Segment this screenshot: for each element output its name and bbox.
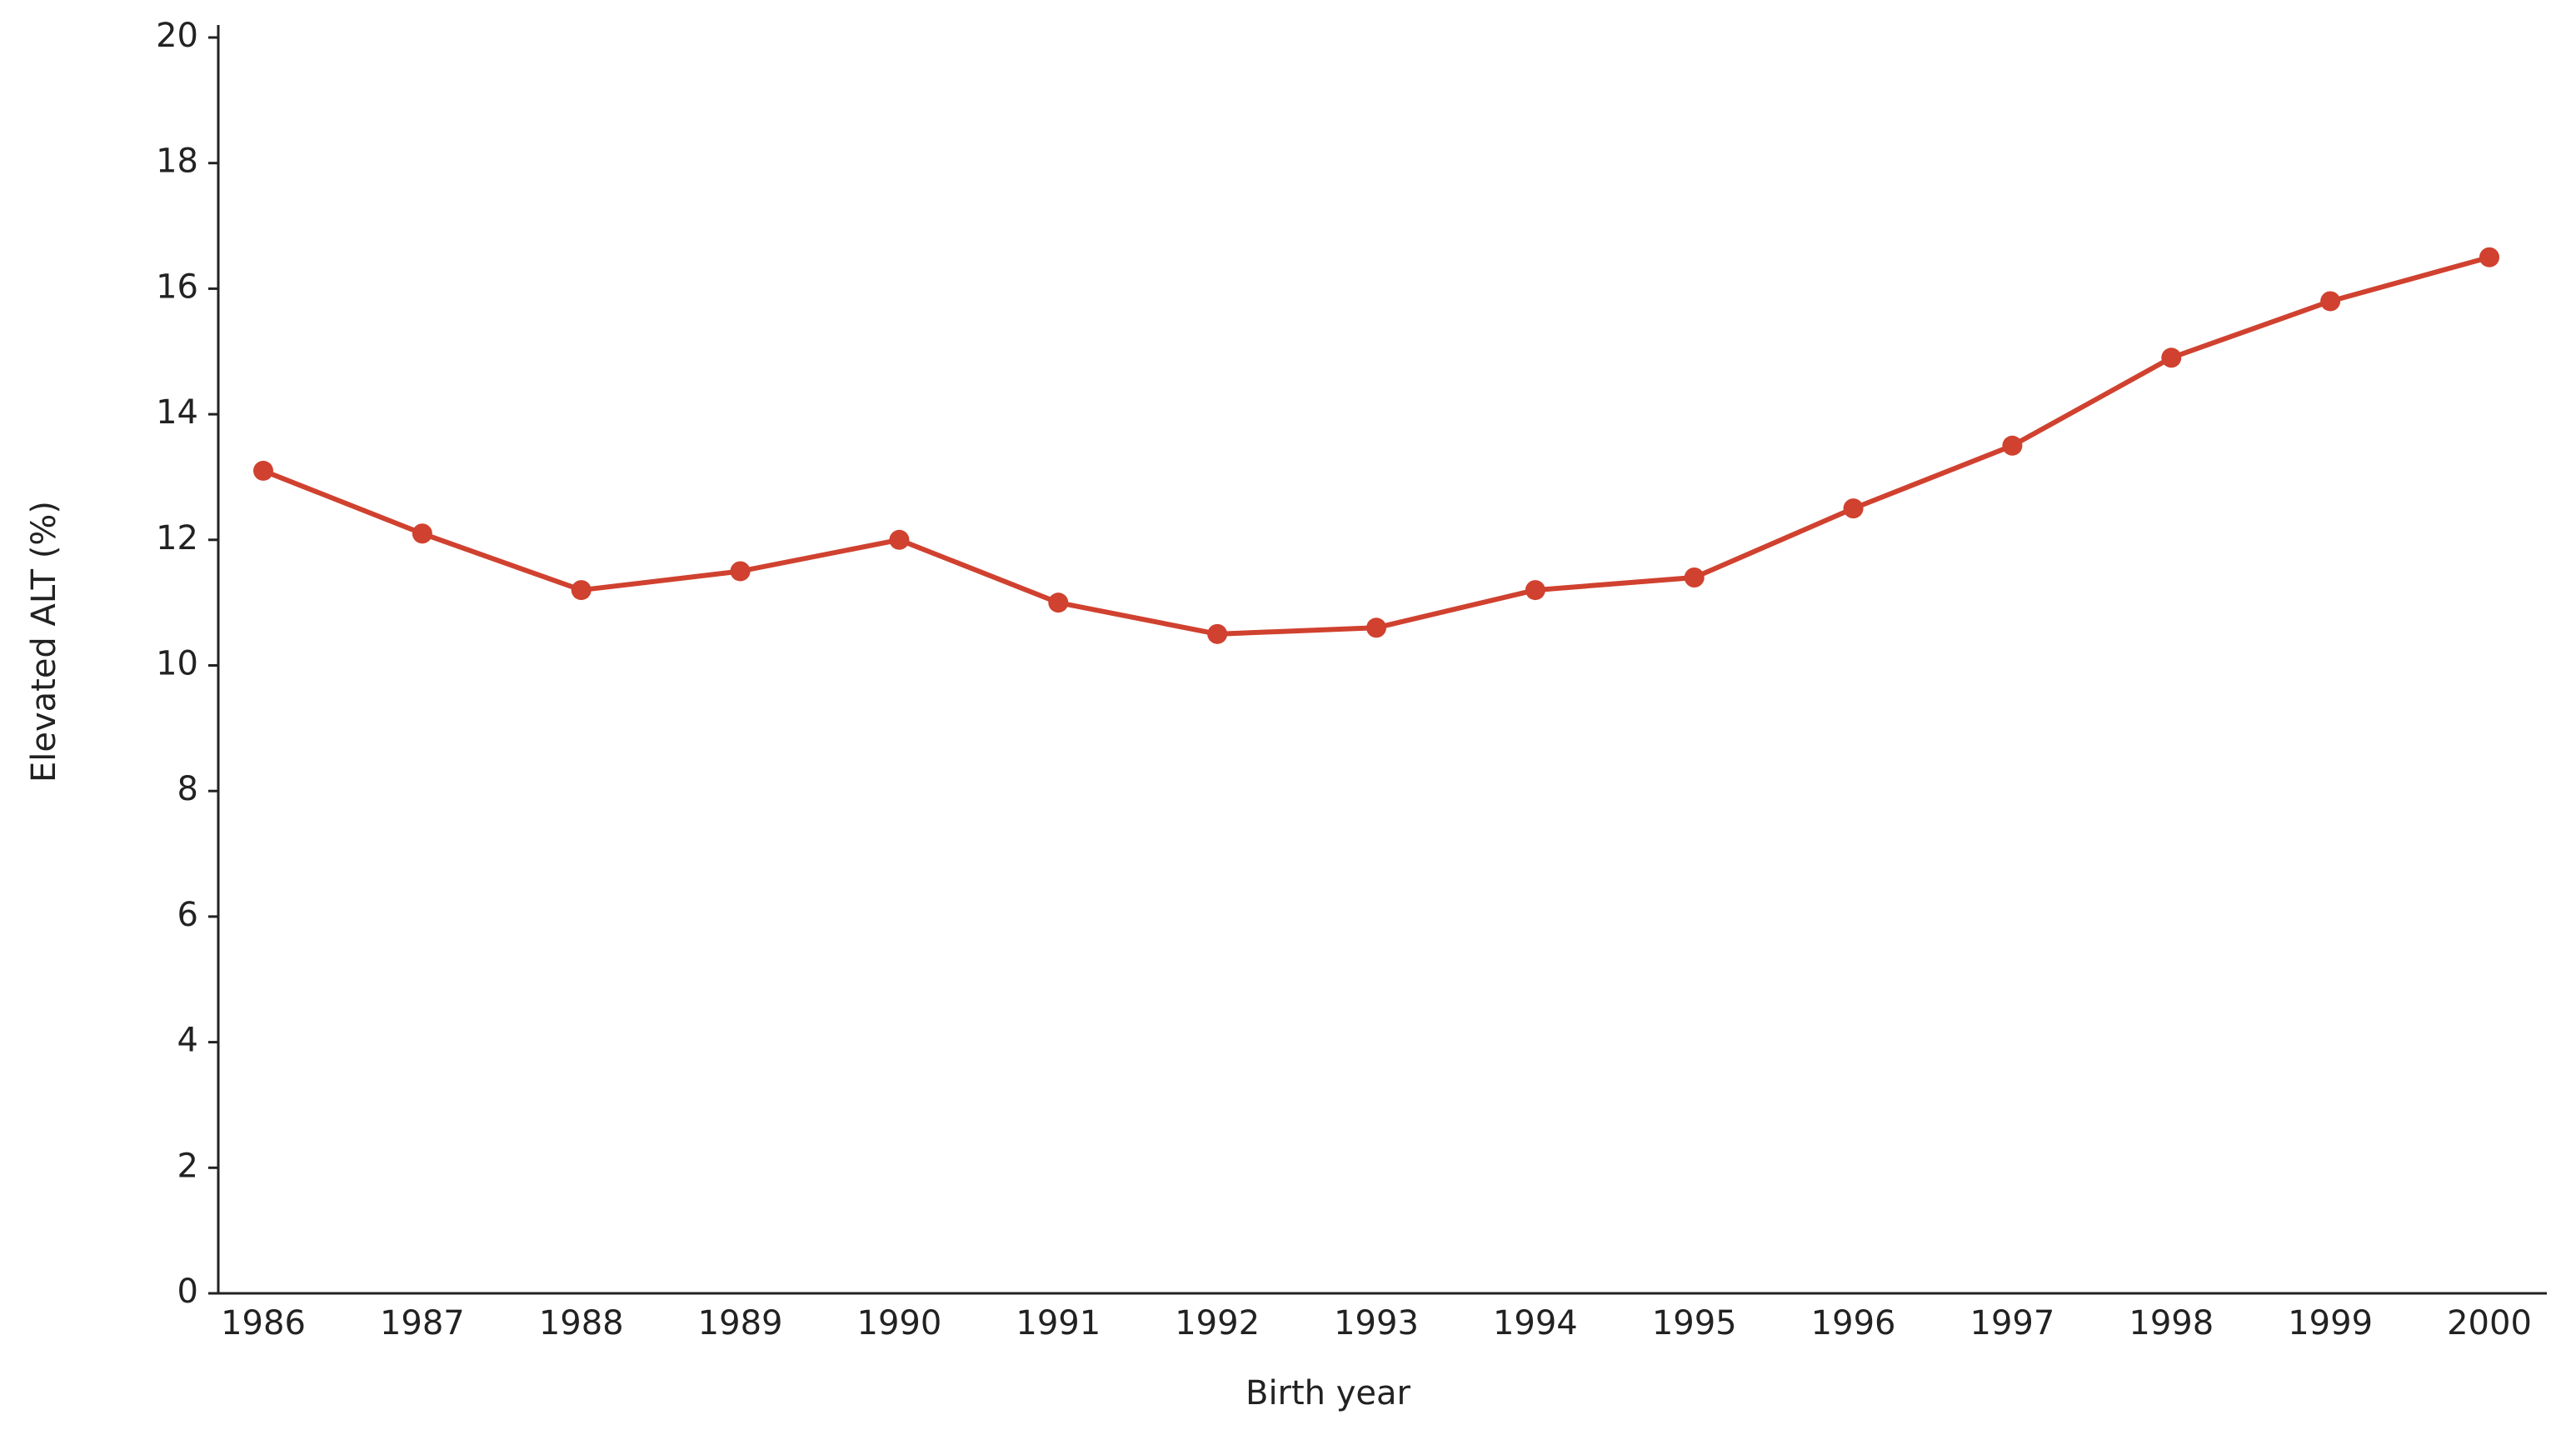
x-tick-label: 1994 [1493, 1304, 1578, 1342]
data-point [1366, 618, 1386, 638]
y-tick-label: 20 [156, 17, 198, 55]
data-point [730, 561, 751, 582]
y-tick-label: 16 [156, 268, 198, 306]
data-point [2320, 291, 2341, 312]
data-point [1843, 498, 1864, 519]
data-line [262, 254, 2490, 637]
y-tick-label: 12 [156, 519, 198, 558]
data-point [1048, 592, 1069, 613]
x-tick-label: 1993 [1334, 1304, 1419, 1342]
data-point [2002, 435, 2023, 456]
x-axis-title: Birth year [1246, 1374, 1411, 1412]
y-tick-label: 10 [156, 645, 198, 683]
data-point [2479, 247, 2499, 268]
data-point [253, 460, 273, 481]
x-tick-label: 1999 [2288, 1304, 2373, 1342]
x-tick-label: 1986 [221, 1304, 306, 1342]
y-tick-label: 0 [177, 1272, 198, 1311]
x-tick-label: 1990 [857, 1304, 942, 1342]
x-tick-label: 1995 [1652, 1304, 1737, 1342]
y-tick-label: 18 [156, 142, 198, 181]
x-tick-label: 1989 [698, 1304, 783, 1342]
y-tick-label: 8 [177, 770, 198, 808]
data-point [2161, 348, 2182, 368]
x-tick-label: 1988 [539, 1304, 624, 1342]
data-point [412, 523, 432, 544]
x-tick-label: 1996 [1811, 1304, 1896, 1342]
data-point [1525, 580, 1545, 601]
x-tick-label: 1992 [1175, 1304, 1260, 1342]
x-tick-label: 1991 [1016, 1304, 1101, 1342]
data-point [1684, 568, 1705, 588]
data-point [889, 529, 910, 550]
x-tick-label: 1987 [380, 1304, 465, 1342]
x-tick-label: 1998 [2129, 1304, 2214, 1342]
data-point [571, 580, 592, 601]
x-tick-label: 2000 [2447, 1304, 2532, 1342]
x-tick-label: 1997 [1970, 1304, 2055, 1342]
y-tick-label: 4 [177, 1022, 198, 1060]
y-tick-label: 6 [177, 896, 198, 934]
y-tick-label: 14 [156, 393, 198, 432]
data-point [1207, 623, 1228, 644]
y-tick-label: 2 [177, 1147, 198, 1185]
y-axis-title: Elevated ALT (%) [25, 501, 63, 782]
